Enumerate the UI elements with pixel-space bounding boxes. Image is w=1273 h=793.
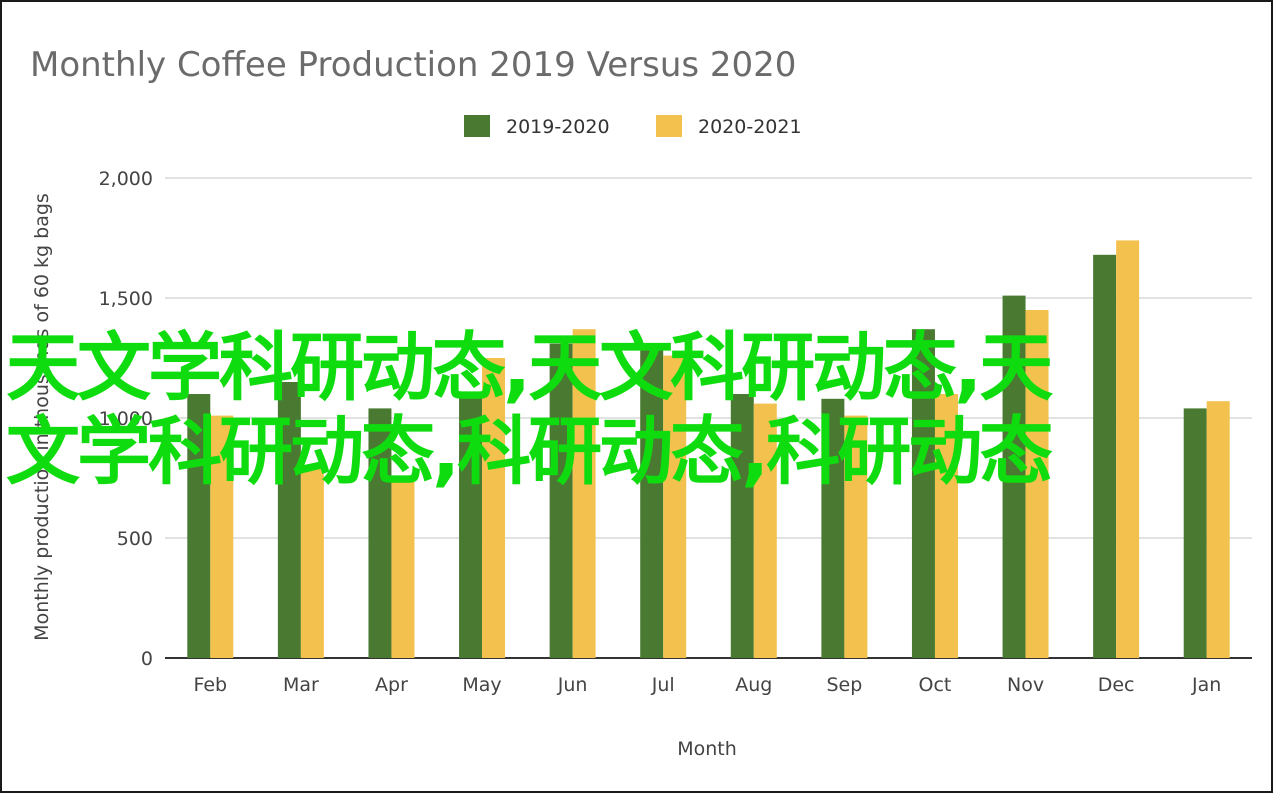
bar-jul-2020-2021 xyxy=(663,355,687,658)
legend-label-2020-2021: 2020-2021 xyxy=(698,116,802,138)
x-tick-label: Nov xyxy=(1007,674,1044,696)
bar-sep-2019-2020 xyxy=(821,398,845,658)
x-tick-label: May xyxy=(462,674,501,696)
legend: 2019-2020 2020-2021 xyxy=(464,115,802,138)
y-tick-label: 2,000 xyxy=(99,168,153,190)
bar-feb-2020-2021 xyxy=(210,415,234,658)
bar-jun-2020-2021 xyxy=(572,329,596,658)
bar-oct-2020-2021 xyxy=(934,394,958,658)
chart-title: Monthly Coffee Production 2019 Versus 20… xyxy=(30,45,796,85)
x-tick-label: Jun xyxy=(557,674,588,696)
bar-oct-2019-2020 xyxy=(911,329,935,658)
x-tick-label: Jan xyxy=(1191,674,1221,696)
bar-jan-2019-2020 xyxy=(1183,408,1207,658)
legend-label-2019-2020: 2019-2020 xyxy=(506,116,610,138)
bars xyxy=(187,240,1230,659)
y-tick-label: 1,500 xyxy=(99,288,153,310)
y-tick-label: 0 xyxy=(141,648,153,670)
bar-apr-2019-2020 xyxy=(368,408,392,658)
y-axis-ticks: 0 500 1,000 1,500 2,000 xyxy=(99,168,153,670)
x-tick-label: Oct xyxy=(919,674,952,696)
legend-swatch-2020-2021 xyxy=(656,115,682,137)
gridlines xyxy=(165,177,1252,659)
bar-may-2019-2020 xyxy=(459,394,483,658)
bar-mar-2019-2020 xyxy=(277,382,301,658)
legend-swatch-2019-2020 xyxy=(464,115,490,137)
x-axis-ticks: Feb Mar Apr May Jun Jul Aug Sep Oct Nov Dec Jan xyxy=(193,674,1221,696)
x-tick-label: Feb xyxy=(193,674,227,696)
y-axis-title: Monthly production in thousands of 60 kg… xyxy=(31,193,53,641)
x-tick-label: Jul xyxy=(651,674,675,696)
x-tick-label: Dec xyxy=(1098,674,1135,696)
bar-jan-2020-2021 xyxy=(1206,401,1230,658)
bar-jul-2019-2020 xyxy=(640,343,664,658)
bar-sep-2020-2021 xyxy=(844,415,868,658)
x-tick-label: Mar xyxy=(283,674,319,696)
bar-apr-2020-2021 xyxy=(391,480,415,658)
bar-feb-2019-2020 xyxy=(187,394,211,658)
overlay-text-line-2: 文学科研动态,科研动态,科研动态 xyxy=(6,409,1053,495)
x-tick-label: Aug xyxy=(735,674,772,696)
bar-nov-2019-2020 xyxy=(1002,295,1026,658)
bar-may-2020-2021 xyxy=(482,358,506,658)
y-tick-label: 1,000 xyxy=(99,408,153,430)
bar-dec-2019-2020 xyxy=(1093,254,1117,659)
bar-aug-2020-2021 xyxy=(753,403,777,658)
bar-dec-2020-2021 xyxy=(1116,240,1140,658)
bar-nov-2020-2021 xyxy=(1025,310,1049,658)
overlay-text-line-1: 天文学科研动态,天文科研动态,天 xyxy=(6,325,1053,411)
x-axis-title: Month xyxy=(677,738,737,760)
y-tick-label: 500 xyxy=(117,528,153,550)
bar-aug-2019-2020 xyxy=(730,394,754,658)
x-tick-label: Apr xyxy=(375,674,408,696)
bar-mar-2020-2021 xyxy=(300,466,324,658)
bar-jun-2019-2020 xyxy=(549,343,573,658)
x-tick-label: Sep xyxy=(826,674,862,696)
